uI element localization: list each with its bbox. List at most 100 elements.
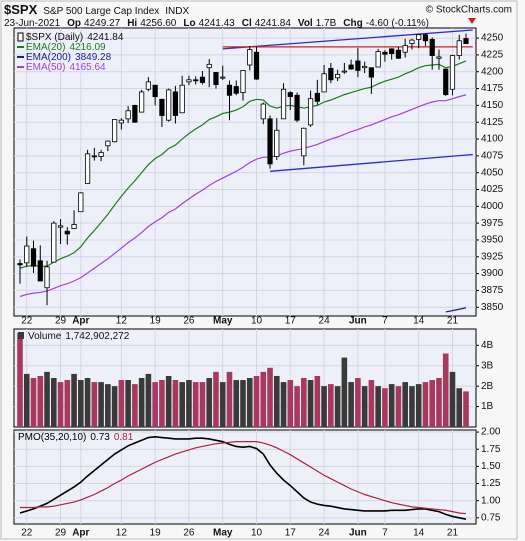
- plot-area: [14, 430, 476, 524]
- volume-bar: [37, 375, 44, 427]
- x-tick-label: Jun: [349, 316, 367, 327]
- candle-body: [287, 92, 293, 98]
- indicator-line: [19, 436, 467, 520]
- y-tick-label: 1.50: [481, 461, 501, 472]
- candle-body: [402, 45, 408, 53]
- candle-body: [193, 79, 199, 82]
- y-tick-label: 4075: [481, 150, 504, 161]
- candle-body: [84, 153, 91, 184]
- candle-body: [226, 84, 233, 96]
- volume-bar: [328, 384, 334, 427]
- volume-bar: [30, 378, 37, 427]
- candle-body: [71, 224, 77, 229]
- volume-bar: [361, 386, 368, 427]
- candle-body: [118, 119, 124, 124]
- volume-bar: [159, 380, 165, 427]
- quote-value: -4.60 (-0.11%): [366, 18, 429, 29]
- candle-body: [139, 91, 145, 113]
- volume-bar: [314, 375, 321, 427]
- volume-bar: [179, 382, 185, 427]
- volume-bar: [105, 384, 111, 427]
- volume-bar: [186, 380, 192, 427]
- ema-line: [445, 307, 467, 313]
- plot-area: [14, 28, 476, 316]
- quote-value: 1.7B: [316, 18, 337, 29]
- y-tick-label: 3875: [481, 285, 504, 296]
- x-tick-label: 19: [150, 316, 162, 327]
- y-tick-label: 4200: [481, 66, 504, 77]
- candle-body: [172, 91, 179, 116]
- candle-body: [253, 51, 260, 80]
- volume-bar: [253, 375, 260, 427]
- ema-line: [19, 60, 467, 269]
- volume-bar: [118, 380, 125, 427]
- legend-entry: EMA(50) 4165.64: [26, 62, 106, 73]
- y-tick-label: 4100: [481, 134, 504, 145]
- volume-bar: [355, 378, 361, 427]
- ema-line: [19, 94, 467, 298]
- candle-body: [307, 98, 314, 126]
- y-tick-label: 1.25: [481, 478, 501, 489]
- candle-body: [98, 152, 104, 157]
- candle-body: [24, 245, 30, 264]
- candle-body: [125, 110, 131, 120]
- candle-body: [44, 266, 50, 289]
- volume-bar: [463, 391, 469, 427]
- volume-bar: [71, 373, 77, 427]
- quote-value: 4241.43: [199, 18, 236, 29]
- legend-name: EMA(20): [26, 42, 65, 53]
- candle-body: [301, 127, 307, 157]
- candle-body: [362, 65, 368, 69]
- candle-body: [274, 129, 280, 157]
- quote-label: Op: [67, 18, 81, 29]
- volume-bar: [172, 380, 179, 427]
- volume-bar: [132, 384, 138, 427]
- x-tick-label: 17: [285, 316, 297, 327]
- quote-value: 4249.27: [84, 18, 121, 29]
- volume-bar: [125, 380, 131, 427]
- volume-bar: [294, 386, 300, 427]
- volume-bar: [78, 380, 84, 427]
- volume-bar: [98, 382, 104, 427]
- volume-bar: [44, 371, 50, 427]
- quote-line: 23-Jun-2021 Op 4249.27 Hi 4256.60 Lo 4241.43 Cl…: [4, 18, 429, 29]
- candle-body: [341, 70, 347, 73]
- volume-bar: [388, 384, 395, 427]
- volume-bar: [260, 371, 267, 427]
- candle-body: [220, 76, 226, 79]
- volume-bar: [422, 382, 429, 427]
- candle-body: [443, 68, 449, 96]
- candle-body: [57, 225, 64, 228]
- x-tick-label: 22: [21, 528, 33, 539]
- volume-bar: [50, 378, 57, 427]
- x-tick-label: May: [213, 528, 233, 539]
- volume-bar: [213, 371, 219, 427]
- source: © StockCharts.com: [426, 5, 512, 16]
- quote-label: Cl: [242, 18, 252, 29]
- volume-bar: [246, 378, 253, 427]
- x-tick-label: 12: [116, 316, 128, 327]
- x-tick-label: 22: [21, 316, 33, 327]
- candle-body: [78, 192, 84, 213]
- volume-bar: [273, 375, 280, 427]
- x-tick-label: 10: [251, 316, 263, 327]
- candle-body: [456, 40, 462, 56]
- x-tick-label: 26: [183, 316, 195, 327]
- candle-body: [199, 76, 206, 83]
- candle-body: [179, 84, 185, 114]
- volume-bar: [23, 373, 30, 427]
- x-tick-label: 14: [413, 528, 425, 539]
- x-tick-label: 14: [413, 316, 425, 327]
- y-tick-label: 4175: [481, 83, 504, 94]
- x-tick-label: 10: [251, 528, 263, 539]
- legend-entry: EMA(20) 4216.09: [26, 42, 106, 53]
- candle-body: [416, 34, 422, 40]
- volume-bar: [409, 386, 415, 427]
- candle-body: [389, 48, 395, 54]
- plot-area: [14, 329, 476, 427]
- x-tick-label: Apr: [72, 528, 89, 539]
- candle-body: [145, 81, 151, 90]
- x-tick-label: 29: [55, 528, 67, 539]
- y-tick-label: 4050: [481, 167, 504, 178]
